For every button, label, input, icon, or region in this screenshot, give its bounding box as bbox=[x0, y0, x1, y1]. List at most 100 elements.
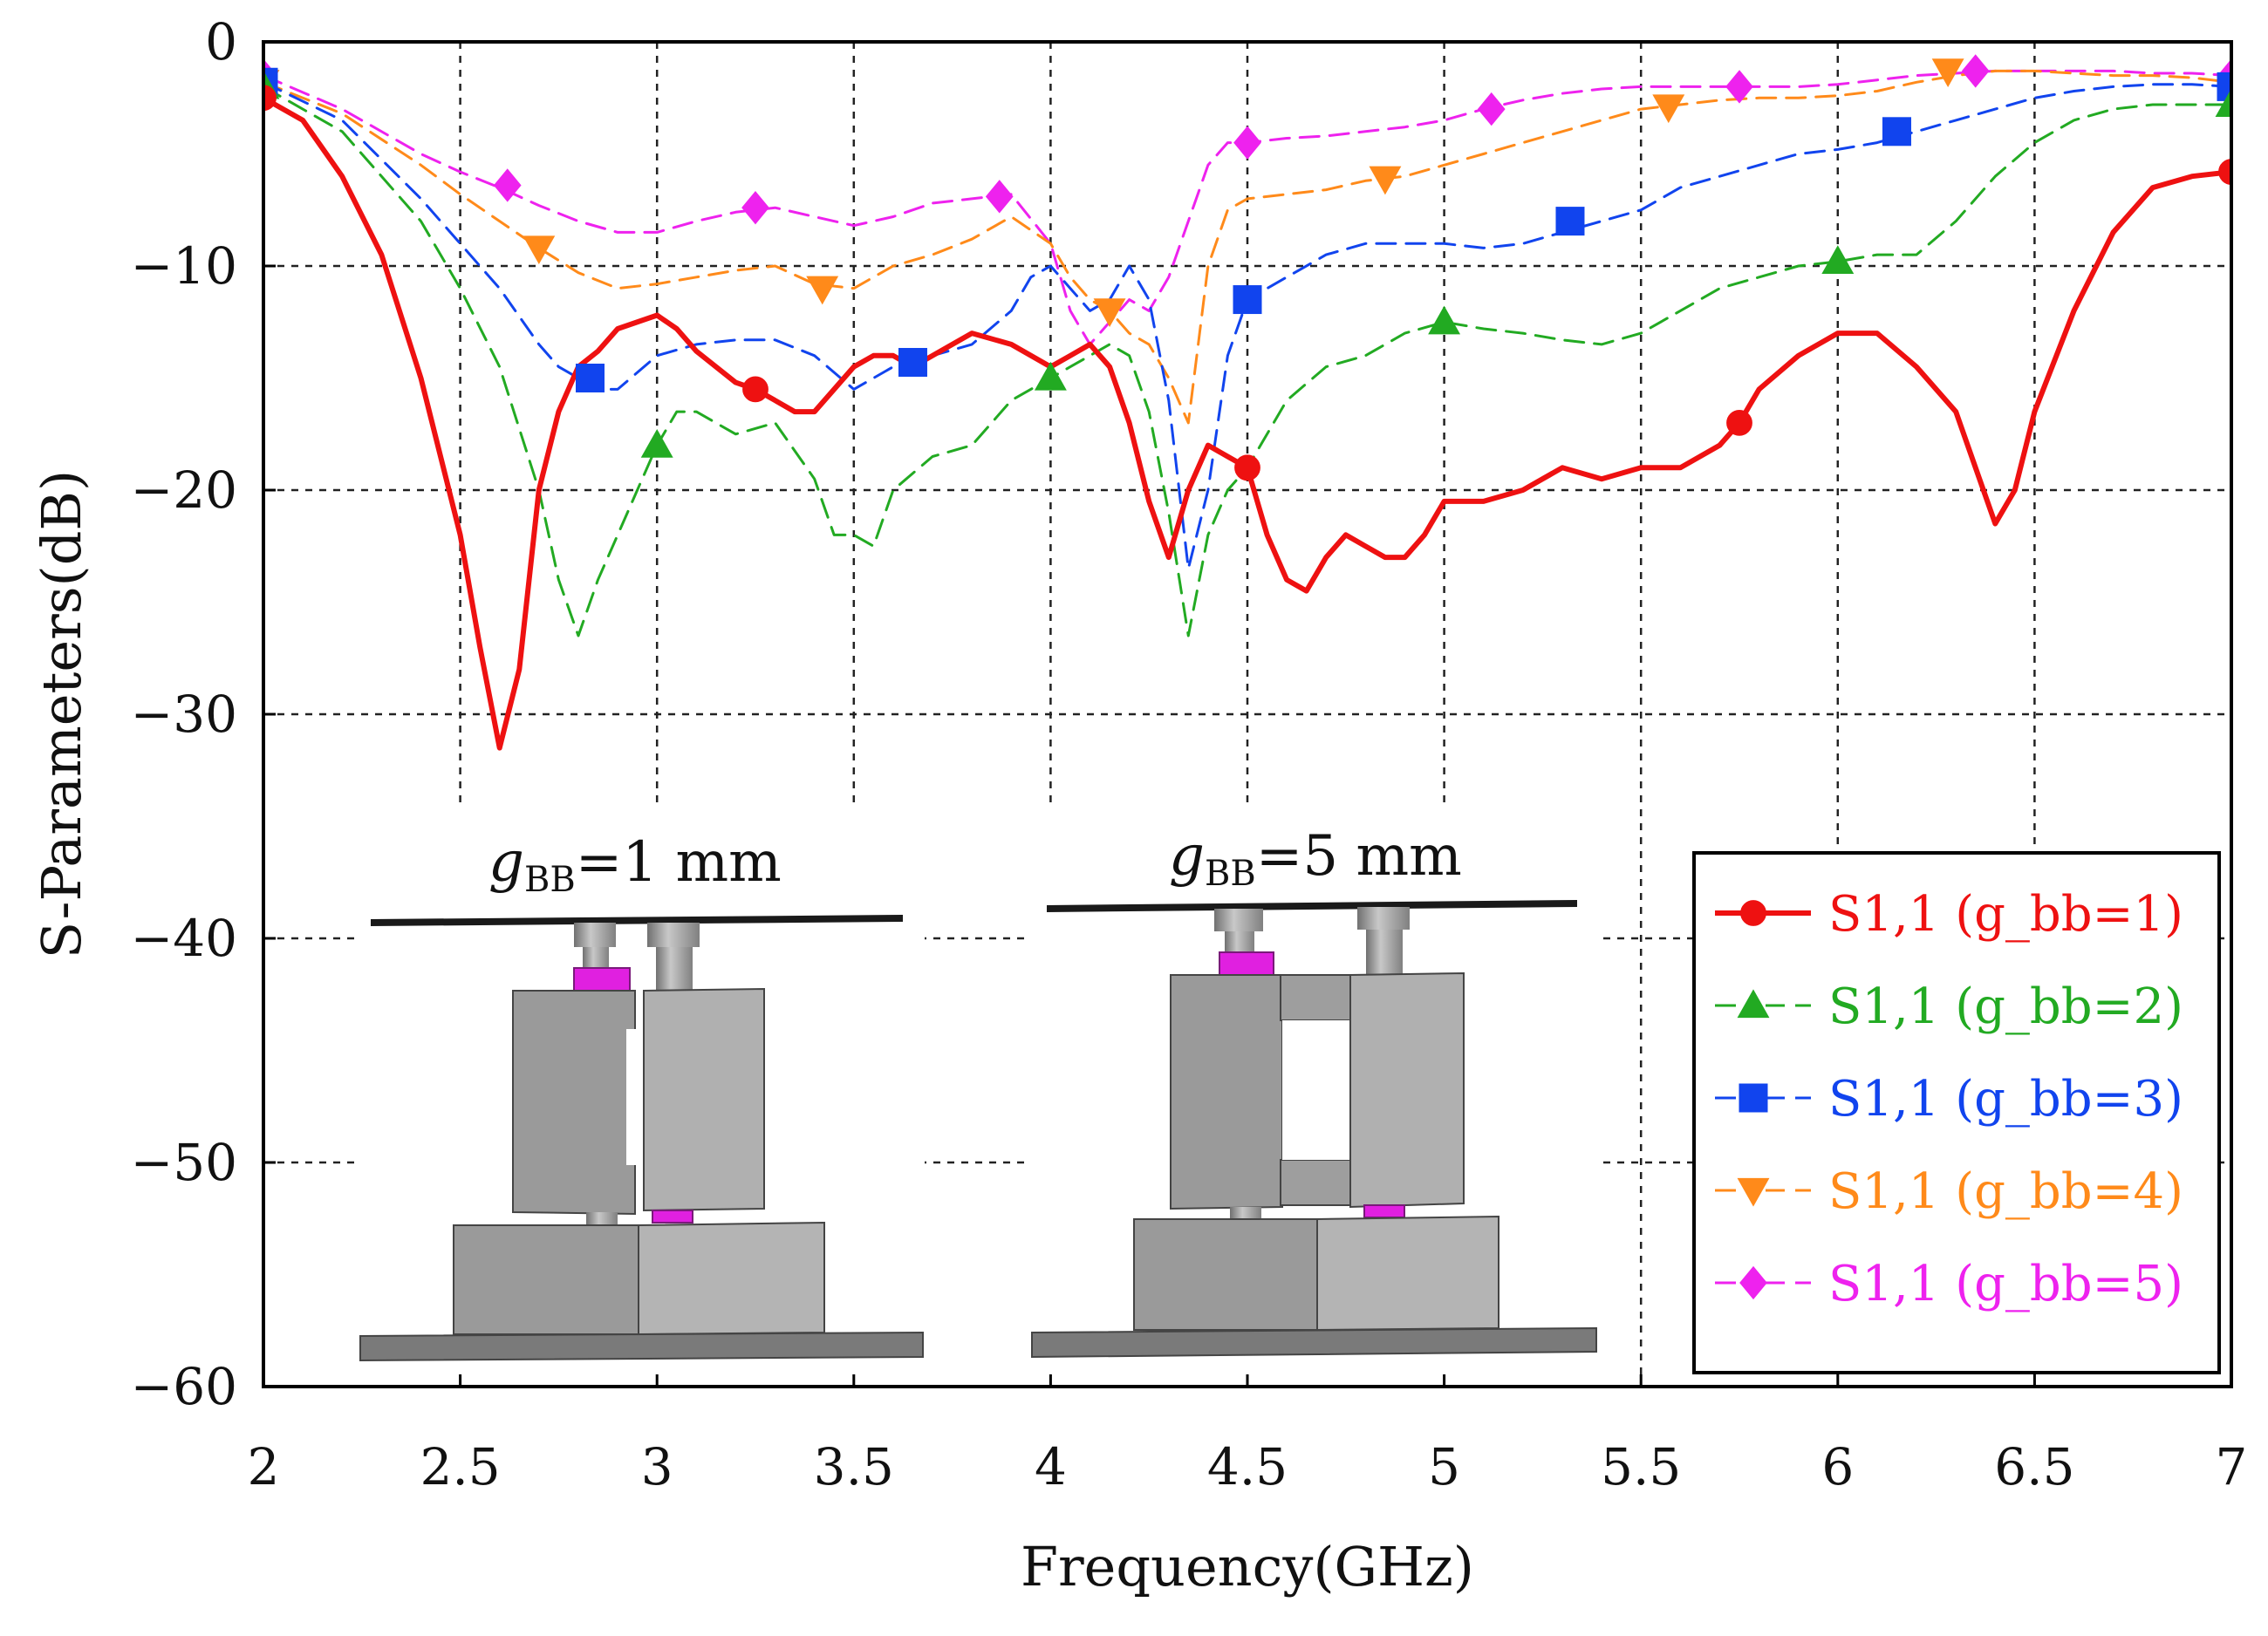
magenta-ring-bottom bbox=[652, 1210, 693, 1224]
x-tick-label: 4.5 bbox=[1207, 1437, 1288, 1496]
gap bbox=[1282, 1020, 1352, 1160]
data-point-marker bbox=[1931, 58, 1964, 88]
data-point-marker bbox=[1233, 285, 1262, 315]
series-line bbox=[263, 95, 2231, 751]
legend-label: S1,1 (g_bb=5) bbox=[1828, 1256, 2183, 1312]
data-point-marker bbox=[1233, 126, 1261, 160]
magenta-ring bbox=[1219, 951, 1274, 976]
inset-label-1: gBB=1 mm bbox=[488, 830, 782, 900]
y-tick-label: −50 bbox=[131, 1133, 237, 1192]
legend-entry: S1,1 (g_bb=3) bbox=[1715, 1071, 2183, 1128]
block-left bbox=[1170, 974, 1283, 1210]
legend-label: S1,1 (g_bb=1) bbox=[1828, 886, 2183, 943]
inset-label-2-prefix: g bbox=[1169, 824, 1205, 889]
legend-label: S1,1 (g_bb=2) bbox=[1828, 978, 2183, 1035]
legend-marker bbox=[1739, 1083, 1768, 1113]
x-tick-label: 4 bbox=[1035, 1437, 1067, 1496]
data-point-marker bbox=[575, 364, 605, 392]
pin-neck bbox=[583, 947, 609, 968]
y-axis-title: S-Parameters(dB) bbox=[30, 470, 93, 958]
inset-gbb-1mm: gBB=1 mm bbox=[358, 807, 925, 1391]
legend-marker bbox=[1737, 1177, 1770, 1207]
data-point-marker bbox=[1428, 305, 1461, 335]
inset-label-2: gBB=5 mm bbox=[1169, 824, 1462, 894]
data-point-marker bbox=[493, 168, 522, 202]
data-point-marker bbox=[1821, 245, 1855, 274]
x-tick-label: 5 bbox=[1428, 1437, 1460, 1496]
bridge-bottom bbox=[1280, 1159, 1355, 1206]
inset-label-2-suffix: =5 mm bbox=[1256, 824, 1462, 889]
data-point-marker bbox=[898, 348, 927, 378]
series-line bbox=[263, 69, 2231, 425]
data-point-marker bbox=[806, 276, 839, 305]
data-point-marker bbox=[985, 180, 1014, 214]
x-tick-label: 3 bbox=[641, 1437, 673, 1496]
pin-cap bbox=[647, 923, 700, 947]
data-point-marker bbox=[1961, 54, 1990, 88]
data-point-marker bbox=[2218, 159, 2231, 185]
inset-gbb-5mm: gBB=5 mm bbox=[1029, 807, 1597, 1391]
pin-bottom bbox=[586, 1212, 618, 1224]
base-left bbox=[1133, 1218, 1318, 1331]
legend-frame bbox=[1692, 851, 2221, 1374]
y-tick-label: 0 bbox=[205, 12, 237, 72]
series-layer bbox=[263, 54, 2231, 751]
inset-label-1-subscript: BB bbox=[524, 860, 576, 900]
inset-label-1-prefix: g bbox=[488, 830, 524, 895]
base-right bbox=[638, 1221, 825, 1336]
data-point-marker bbox=[1725, 70, 1753, 104]
legend-entry: S1,1 (g_bb=2) bbox=[1715, 978, 2183, 1035]
x-tick-label: 5.5 bbox=[1601, 1437, 1681, 1496]
pin-cap bbox=[574, 923, 616, 947]
inset-label-2-subscript: BB bbox=[1205, 854, 1256, 894]
pin-cap bbox=[1357, 907, 1410, 930]
data-point-marker bbox=[1234, 454, 1260, 481]
x-tick-label: 6.5 bbox=[1994, 1437, 2074, 1496]
legend-marker bbox=[1737, 989, 1770, 1019]
data-point-marker bbox=[741, 190, 769, 225]
base-left bbox=[453, 1224, 639, 1335]
y-tick-label: −10 bbox=[131, 236, 237, 296]
data-point-marker bbox=[1726, 410, 1752, 436]
legend-entry: S1,1 (g_bb=1) bbox=[1715, 886, 2183, 943]
y-tick-label: −40 bbox=[131, 909, 237, 968]
legend-label: S1,1 (g_bb=4) bbox=[1828, 1163, 2183, 1220]
bridge-top bbox=[1280, 974, 1355, 1021]
series-line bbox=[263, 69, 2231, 346]
data-point-marker bbox=[1369, 166, 1402, 195]
data-point-marker bbox=[1093, 298, 1126, 328]
x-tick-label: 2 bbox=[248, 1437, 280, 1496]
x-tick-label: 2.5 bbox=[420, 1437, 500, 1496]
series-line bbox=[263, 80, 2231, 570]
magenta-ring-bottom bbox=[1363, 1204, 1405, 1218]
legend-marker bbox=[1739, 1265, 1767, 1300]
data-point-marker bbox=[1477, 92, 1506, 126]
top-plate bbox=[371, 915, 903, 926]
pin-cap bbox=[1214, 909, 1263, 931]
x-tick-label: 7 bbox=[2216, 1437, 2248, 1496]
data-point-marker bbox=[742, 376, 769, 403]
ground-plate bbox=[359, 1331, 924, 1362]
block-right bbox=[643, 987, 765, 1212]
x-axis-title: Frequency(GHz) bbox=[1021, 1535, 1474, 1599]
ground-plate bbox=[1031, 1326, 1597, 1359]
base-right bbox=[1316, 1215, 1499, 1332]
legend-entry: S1,1 (g_bb=5) bbox=[1715, 1256, 2183, 1312]
y-tick-label: −60 bbox=[131, 1357, 237, 1416]
x-tick-label: 6 bbox=[1821, 1437, 1854, 1496]
block-left bbox=[512, 990, 636, 1216]
data-point-marker bbox=[1652, 94, 1685, 124]
data-point-marker bbox=[2217, 72, 2231, 101]
magenta-ring bbox=[573, 967, 631, 992]
data-point-marker bbox=[2215, 88, 2231, 118]
y-tick-label: −30 bbox=[131, 685, 237, 744]
data-point-marker bbox=[523, 235, 556, 265]
pin-neck bbox=[1366, 930, 1403, 975]
y-tick-label: −20 bbox=[131, 460, 237, 520]
data-point-marker bbox=[1882, 117, 1911, 147]
x-tick-label: 3.5 bbox=[814, 1437, 894, 1496]
tick-labels: 2 2.5 3 3.5 4 4.5 5 5.5 6 6.5 7 0 −10 −20 −30 −40 −50 −60 bbox=[131, 12, 2248, 1496]
data-point-marker bbox=[640, 428, 673, 458]
legend-entry: S1,1 (g_bb=4) bbox=[1715, 1163, 2183, 1220]
